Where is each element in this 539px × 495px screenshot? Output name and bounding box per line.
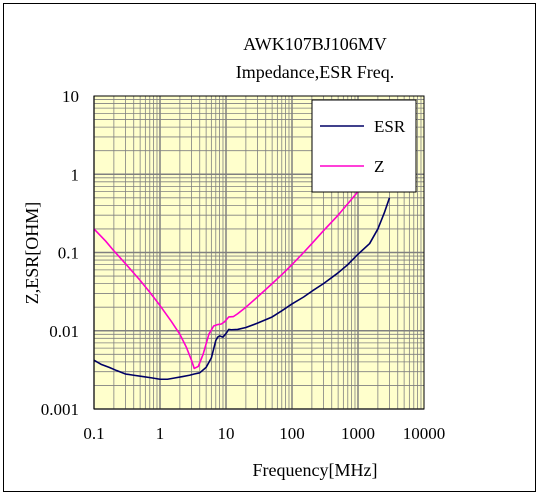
x-tick-label: 10000 [403,424,446,443]
x-tick-label: 1000 [341,424,375,443]
grid-lines [93,96,424,410]
x-tick-label: 1 [156,424,165,443]
y-tick-label: 1 [71,165,80,184]
legend-box [311,99,417,193]
y-tick-label: 0.001 [41,400,79,419]
series-line-esr [93,197,391,381]
x-axis-ticks: 0.1 1 10 100 1000 10000 [83,424,445,443]
y-tick-label: 0.01 [49,322,79,341]
series-line-z [93,150,391,370]
legend-label-esr: ESR [374,117,406,136]
y-axis-ticks: 0.001 0.01 0.1 1 10 [41,87,79,419]
x-tick-label: 10 [218,424,235,443]
x-tick-label: 0.1 [83,424,104,443]
y-axis-label: Z,ESR[OHM] [22,202,42,305]
x-tick-label: 100 [279,424,305,443]
x-axis-label: Frequency[MHz] [253,460,378,480]
legend: ESR Z [311,99,417,193]
y-tick-label: 10 [62,87,79,106]
plot-frame [93,95,425,410]
legend-label-z: Z [374,157,384,176]
y-tick-label: 0.1 [58,244,79,263]
chart-subtitle: Impedance,ESR Freq. [236,62,394,82]
series-lines [93,150,391,381]
chart-title: AWK107BJ106MV [243,34,387,54]
